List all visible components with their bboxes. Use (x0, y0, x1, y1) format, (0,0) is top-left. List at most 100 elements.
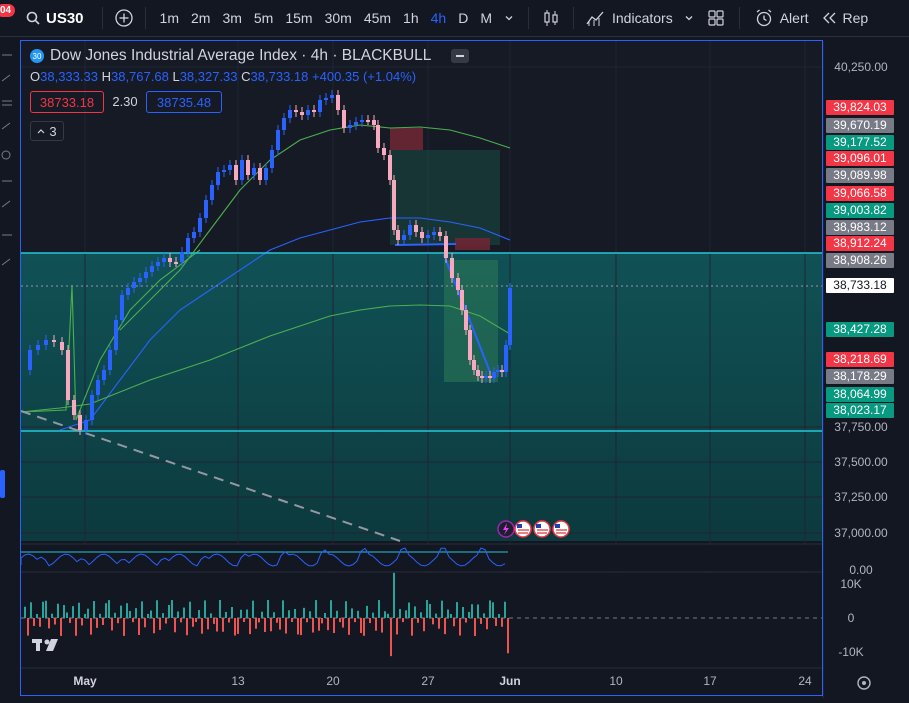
candle-body (216, 172, 220, 185)
chevron-up-icon (37, 129, 45, 134)
timeframe-15m[interactable]: 15m (285, 10, 313, 26)
volume-bar (168, 605, 170, 618)
candle-body (258, 168, 262, 180)
candle-body (60, 342, 64, 350)
candle-body (488, 376, 492, 378)
candle-body (108, 350, 112, 370)
timeframe-4h[interactable]: 4h (430, 10, 447, 26)
indicators-dropdown[interactable] (677, 13, 701, 23)
replay-button[interactable]: Rep (815, 10, 875, 26)
volume-bar (279, 618, 281, 630)
candle-body (376, 125, 380, 148)
candle-body (96, 380, 100, 395)
candle-body (126, 288, 130, 295)
volume-bar (333, 618, 335, 634)
volume-bar (27, 618, 29, 636)
volume-bar (441, 600, 443, 618)
timeframe-1m[interactable]: 1m (159, 10, 179, 26)
layouts-button[interactable] (701, 9, 731, 27)
volume-bar (153, 618, 155, 634)
price-label: 39,670.19 (826, 118, 894, 133)
timeframe-group: 1m 2m 3m 5m 15m 30m 45m 1h 4h D M (154, 10, 498, 26)
economic-events[interactable] (497, 520, 570, 538)
volume-bar (444, 618, 446, 635)
volume-bar (318, 618, 320, 631)
volume-bar (486, 618, 488, 630)
candle-body (426, 235, 430, 238)
volume-bar (474, 618, 476, 636)
volume-bar (42, 601, 44, 618)
timeframe-2m[interactable]: 2m (190, 10, 211, 26)
us-flag-event-icon[interactable] (552, 520, 570, 538)
us-flag-event-icon[interactable] (514, 520, 532, 538)
volume-bar (75, 618, 77, 636)
timeframe-5m[interactable]: 5m (253, 10, 274, 26)
timeframe-1h[interactable]: 1h (403, 10, 419, 26)
price-label: 39,096.01 (826, 151, 894, 166)
volume-bar (132, 618, 134, 623)
alert-button[interactable]: Alert (748, 8, 815, 28)
divider (144, 7, 146, 29)
candle-body (480, 376, 484, 378)
volume-bar (435, 613, 437, 618)
divider (528, 7, 529, 29)
volume-bar (315, 600, 317, 618)
volume-bar (477, 604, 479, 618)
volume-bar (417, 618, 419, 623)
compare-add-button[interactable] (111, 8, 137, 28)
volume-bar (117, 618, 119, 624)
volume-bar (306, 618, 308, 623)
timeframe-30m[interactable]: 30m (324, 10, 352, 26)
volume-bar (354, 618, 356, 623)
volume-bar (171, 600, 173, 618)
candle-body (456, 278, 460, 290)
volume-bar (285, 618, 287, 634)
timeframe-3m[interactable]: 3m (222, 10, 242, 26)
volume-pane (21, 573, 823, 668)
chart-type-button[interactable] (537, 9, 565, 27)
symbol-title[interactable]: 30 Dow Jones Industrial Average Index · … (30, 47, 470, 65)
candle-body (180, 252, 184, 262)
volume-bar (387, 613, 389, 618)
candle-body (420, 232, 424, 238)
volume-bar (456, 602, 458, 618)
candle-body (408, 225, 412, 235)
time-tick: 13 (231, 674, 245, 688)
candle-body (114, 320, 118, 350)
timeframe-dropdown[interactable] (498, 13, 520, 23)
timeframe-45m[interactable]: 45m (363, 10, 392, 26)
sell-button[interactable]: 38733.18 (30, 91, 104, 113)
timeframe-D[interactable]: D (458, 10, 469, 26)
gear-icon[interactable] (857, 676, 871, 690)
buy-button[interactable]: 38735.48 (146, 91, 222, 113)
volume-bar (501, 618, 503, 627)
volume-bar (39, 618, 41, 627)
volume-bar (126, 603, 128, 618)
candle-body (36, 345, 40, 350)
candle-body (162, 258, 166, 262)
us-flag-event-icon[interactable] (533, 520, 551, 538)
minus-icon[interactable] (451, 49, 470, 63)
volume-bar (357, 610, 359, 618)
volume-bar (438, 618, 440, 629)
volume-bar (489, 600, 491, 618)
volume-bar (465, 618, 467, 623)
tradingview-logo (32, 639, 58, 651)
candle-body (270, 150, 274, 168)
volume-bar (273, 612, 275, 618)
timeframe-M[interactable]: M (480, 10, 492, 26)
candle-body (120, 295, 124, 320)
chevron-down-icon (505, 16, 513, 21)
candle-body (336, 95, 340, 110)
replay-label: Rep (842, 10, 869, 26)
indicators-button[interactable]: Indicators (582, 9, 677, 27)
symbol-search[interactable]: 04 US30 (0, 3, 94, 27)
volume-bars (24, 572, 509, 657)
volume-bar (429, 603, 431, 618)
indicators-toggle[interactable]: 3 (30, 121, 64, 141)
candle-body (492, 372, 496, 378)
volume-bar (252, 600, 254, 618)
candle-body (504, 345, 508, 372)
candlesticks (28, 90, 512, 435)
